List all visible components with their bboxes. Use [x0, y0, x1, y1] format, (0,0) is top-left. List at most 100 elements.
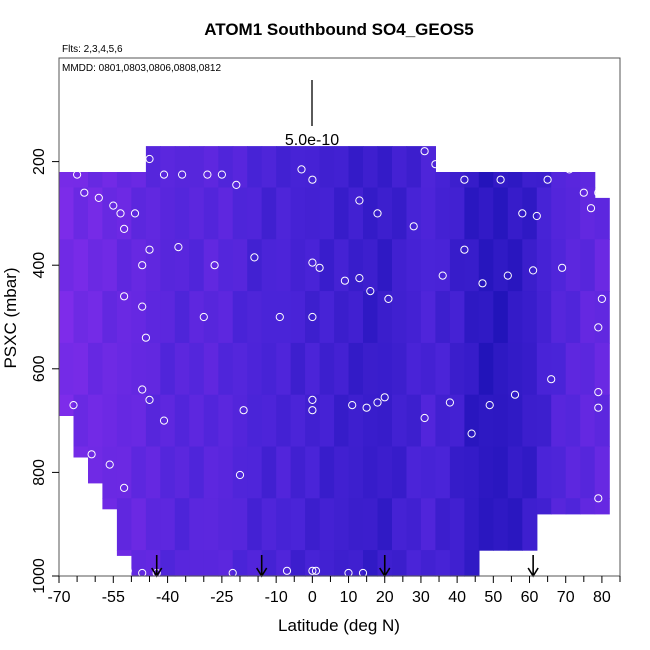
sample-point — [275, 312, 284, 322]
heatmap-cell — [59, 172, 75, 189]
scale-label: 5.0e-10 — [285, 132, 339, 149]
heatmap-cell — [392, 291, 408, 344]
sample-point — [366, 287, 375, 296]
heatmap-cell — [261, 187, 277, 240]
heatmap-cell — [580, 172, 596, 189]
heatmap-cell — [203, 498, 219, 551]
sample-point — [460, 245, 469, 254]
heatmap-cell — [478, 187, 494, 240]
heatmap-cell — [493, 446, 509, 499]
x-tick-label: 60 — [521, 589, 539, 606]
heatmap-cell — [334, 239, 350, 292]
heatmap-cell — [160, 146, 176, 189]
heatmap-cell — [420, 498, 436, 551]
heatmap-cell — [203, 187, 219, 240]
sample-point — [478, 279, 487, 288]
flights-label: Flts: 2,3,4,5,6 — [62, 44, 123, 55]
sample-point — [594, 520, 603, 529]
heatmap-cell — [102, 187, 118, 240]
heatmap-cell — [73, 291, 89, 344]
sample-point — [579, 188, 588, 197]
heatmap-cell — [131, 446, 147, 499]
heatmap-cell — [406, 146, 422, 189]
heatmap-cell — [536, 342, 552, 396]
heatmap-cell — [348, 550, 364, 577]
heatmap-cell — [305, 146, 321, 189]
sample-point — [594, 494, 603, 503]
heatmap-cell — [363, 394, 379, 448]
heatmap-cell — [88, 291, 104, 344]
sample-point — [120, 483, 129, 492]
sample-point — [87, 450, 96, 459]
heatmap-cell — [261, 342, 277, 396]
x-tick-label: 0 — [308, 589, 317, 606]
heatmap-cell — [348, 342, 364, 396]
heatmap-cell — [290, 187, 306, 240]
sample-point — [547, 375, 556, 384]
heatmap-cell — [594, 197, 610, 240]
heatmap-cell — [174, 291, 190, 344]
heatmap-cell — [435, 172, 451, 189]
heatmap-cell — [478, 446, 494, 499]
heatmap-cell — [261, 498, 277, 551]
heatmap-cell — [435, 291, 451, 344]
sample-point — [145, 395, 154, 404]
heatmap-cell — [232, 394, 248, 448]
heatmap-cell — [145, 498, 161, 551]
heatmap-cell — [507, 239, 523, 292]
sample-point — [532, 211, 541, 221]
heatmap-cell — [536, 394, 552, 448]
sample-point — [315, 263, 324, 272]
heatmap-cell — [551, 342, 567, 396]
sample-point — [239, 406, 248, 415]
heatmap-cell — [522, 172, 538, 189]
heatmap-cell — [580, 187, 596, 240]
sample-point — [116, 209, 125, 218]
heatmap-cell — [392, 498, 408, 551]
x-tick-label: 40 — [448, 589, 466, 606]
heatmap-cell — [261, 239, 277, 292]
sample-point — [210, 261, 219, 270]
heatmap-cell — [420, 187, 436, 240]
heatmap-cell — [73, 172, 89, 189]
heatmap-cell — [160, 239, 176, 292]
heatmap-cell — [406, 498, 422, 551]
heatmap-cell — [116, 342, 132, 396]
x-tick-label: -10 — [265, 589, 288, 606]
heatmap-cell — [420, 291, 436, 344]
sample-point — [123, 566, 132, 575]
sample-point — [420, 147, 429, 156]
heatmap-cell — [348, 394, 364, 448]
heatmap-cell — [189, 187, 205, 240]
heatmap-cell — [363, 342, 379, 396]
x-tick-label: -40 — [156, 589, 179, 606]
heatmap-cell — [232, 498, 248, 551]
heatmap-cell — [493, 498, 509, 551]
heatmap-cell — [232, 550, 248, 577]
heatmap-cell — [102, 342, 118, 396]
dates-label: MMDD: 0801,0803,0806,0808,0812 — [62, 63, 221, 74]
heatmap-cell — [203, 146, 219, 189]
heatmap-cell — [319, 342, 335, 396]
heatmap-cell — [276, 146, 292, 189]
sample-point — [496, 175, 505, 184]
heatmap-cell — [377, 446, 393, 499]
heatmap-cell — [174, 342, 190, 396]
sample-point — [518, 209, 527, 218]
heatmap-cell — [218, 146, 234, 189]
heatmap-cell — [478, 498, 494, 551]
heatmap-cell — [189, 446, 205, 499]
sample-point — [199, 312, 208, 322]
heatmap-cell — [377, 394, 393, 448]
heatmap-cell — [406, 239, 422, 292]
heatmap-cell — [449, 172, 465, 189]
sample-point — [217, 170, 226, 179]
heatmap-cell — [189, 291, 205, 344]
heatmap-cell — [449, 550, 465, 577]
heatmap-cell — [145, 446, 161, 499]
heatmap-cell — [420, 550, 436, 577]
sample-point — [109, 201, 118, 210]
heatmap-cell — [319, 446, 335, 499]
heatmap-cell — [449, 291, 465, 344]
heatmap-cell — [276, 550, 292, 577]
